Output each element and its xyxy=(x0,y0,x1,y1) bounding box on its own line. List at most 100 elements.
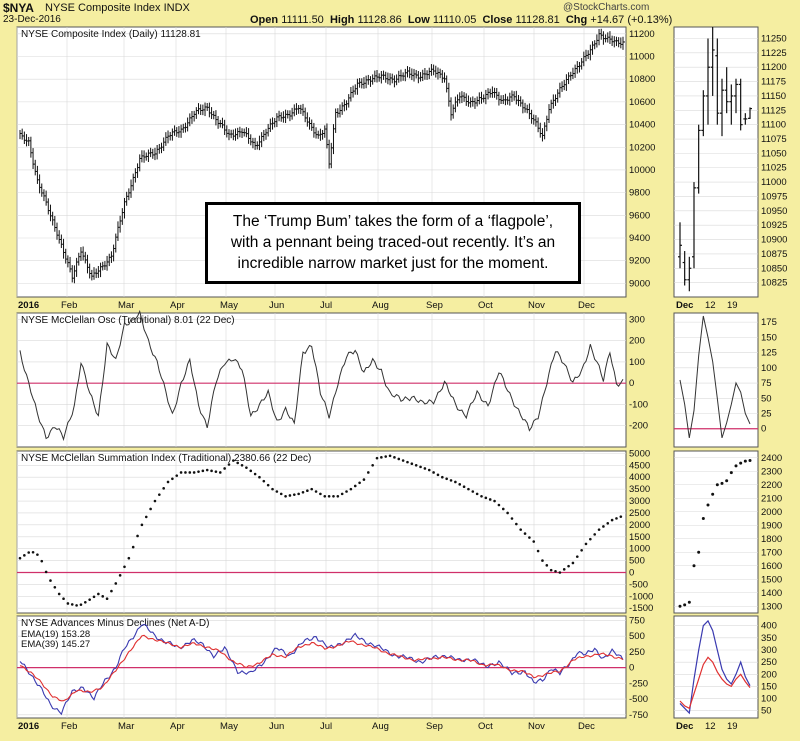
summation-point xyxy=(214,470,218,473)
summation-point xyxy=(36,553,39,556)
y-tick-label-summation: 1500 xyxy=(629,532,650,543)
zoom-summation-point xyxy=(720,481,724,485)
y-tick-label-ad: 250 xyxy=(629,647,645,658)
summation-point xyxy=(610,518,614,522)
summation-point xyxy=(210,469,213,473)
panel-summation xyxy=(16,450,627,614)
chart-date: 23-Dec-2016 xyxy=(3,14,61,25)
zoom-y-tick-label-ad: 150 xyxy=(761,681,777,692)
summation-point xyxy=(340,492,344,496)
summation-point xyxy=(349,487,353,491)
summation-point xyxy=(197,470,200,473)
y-tick-label-summation: -1500 xyxy=(629,603,653,614)
summation-point xyxy=(297,492,300,496)
summation-point xyxy=(545,564,549,567)
summation-point xyxy=(292,493,296,496)
panel-title-osc: NYSE McClellan Osc (Traditional) 8.01 (2… xyxy=(21,315,235,326)
zoom-panel-ad xyxy=(673,615,759,719)
summation-point xyxy=(227,463,231,466)
zoom-panel-osc xyxy=(673,312,759,448)
summation-point xyxy=(549,568,553,572)
summation-point xyxy=(279,492,283,496)
y-tick-label-osc: 300 xyxy=(629,314,645,325)
zoom-y-tick-label-price: 11225 xyxy=(761,48,787,59)
summation-point xyxy=(571,561,575,565)
zoom-y-tick-label-osc: 25 xyxy=(761,409,772,420)
zoom-summation-point xyxy=(711,492,715,496)
close-value: 11128.81 xyxy=(515,14,560,26)
low-value: 11110.05 xyxy=(432,14,477,26)
summation-point xyxy=(149,507,152,511)
summation-point xyxy=(506,511,509,515)
summation-point xyxy=(253,472,257,476)
zoom-y-tick-label-price: 10925 xyxy=(761,220,787,231)
y-tick-label-summation: 2500 xyxy=(629,508,650,519)
zoom-y-tick-label-osc: 100 xyxy=(761,363,777,374)
zoom-y-tick-label-price: 11000 xyxy=(761,177,787,188)
summation-point xyxy=(236,461,239,465)
zoom-y-tick-label-price: 11150 xyxy=(761,91,786,102)
x-month-label: May xyxy=(220,721,238,732)
zoom-y-tick-label-price: 11100 xyxy=(761,120,786,131)
summation-point xyxy=(419,465,422,469)
summation-point xyxy=(62,597,65,601)
summation-point xyxy=(158,493,161,496)
y-tick-label-ad: 0 xyxy=(629,663,634,674)
summation-point xyxy=(497,503,501,507)
zoom-x-label: 19 xyxy=(727,300,738,311)
x-month-label: Mar xyxy=(118,300,134,311)
summation-point xyxy=(406,460,409,464)
summation-point xyxy=(275,490,279,493)
y-tick-label-price: 10800 xyxy=(629,74,655,85)
y-tick-label-price: 11200 xyxy=(629,29,655,40)
close-label: Close xyxy=(482,14,513,26)
y-tick-label-price: 9000 xyxy=(629,278,650,289)
summation-point xyxy=(528,536,531,539)
summation-point xyxy=(223,467,226,470)
zoom-y-tick-label-osc: 75 xyxy=(761,378,772,389)
chg-label: Chg xyxy=(565,14,588,26)
summation-point xyxy=(323,494,327,498)
summation-point xyxy=(449,479,453,482)
summation-point xyxy=(97,592,100,596)
summation-point xyxy=(345,490,348,493)
x-month-label: Oct xyxy=(478,721,493,732)
summation-point xyxy=(175,474,179,477)
zoom-y-tick-label-price: 11050 xyxy=(761,148,787,159)
osc-line xyxy=(19,309,624,442)
summation-point xyxy=(153,499,157,503)
zoom-y-tick-label-osc: 175 xyxy=(761,317,777,328)
y-tick-label-summation: -500 xyxy=(629,579,648,590)
summation-point xyxy=(201,469,205,473)
zoom-y-tick-label-price: 10900 xyxy=(761,235,787,246)
panel-title-ad: NYSE Advances Minus Declines (Net A-D) xyxy=(21,618,209,629)
summation-point xyxy=(262,479,266,483)
zoom-summation-point xyxy=(706,503,710,507)
summation-point xyxy=(401,459,405,462)
annotation-line-3: incredible narrow market just for the mo… xyxy=(237,255,549,272)
summation-point xyxy=(131,545,135,549)
summation-point xyxy=(362,478,366,481)
summation-point xyxy=(410,462,414,466)
summation-point xyxy=(336,494,340,498)
x-month-label: Dec xyxy=(578,300,595,311)
zoom-y-tick-label-summation: 2200 xyxy=(761,480,782,491)
summation-point xyxy=(427,468,431,472)
zoom-y-tick-label-ad: 50 xyxy=(761,706,772,717)
summation-point xyxy=(432,471,435,474)
high-label: High xyxy=(329,14,355,26)
y-tick-label-summation: 5000 xyxy=(629,448,650,459)
zoom-summation-point xyxy=(729,471,733,475)
summation-point xyxy=(162,487,165,490)
summation-point xyxy=(179,471,183,474)
y-tick-label-price: 11000 xyxy=(629,51,655,62)
watermark: @StockCharts.com xyxy=(563,2,650,13)
y-tick-label-price: 9800 xyxy=(629,188,650,199)
summation-point xyxy=(554,570,557,573)
summation-point xyxy=(423,467,427,470)
summation-point xyxy=(454,480,457,484)
annotation-line-1: The ‘Trump Bum’ takes the form of a ‘fla… xyxy=(232,213,554,230)
summation-point xyxy=(480,494,483,498)
summation-point xyxy=(615,517,618,520)
summation-point xyxy=(602,525,605,528)
